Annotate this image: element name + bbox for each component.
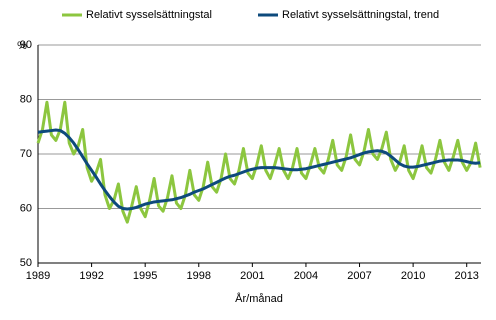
legend-label: Relativt sysselsättningstal <box>86 9 212 21</box>
y-tick-label: 50 <box>20 257 32 269</box>
x-tick-label: 1992 <box>79 270 103 282</box>
x-axis-label: År/månad <box>235 292 283 305</box>
x-tick-label: 1989 <box>26 270 50 282</box>
x-tick-label: 2001 <box>240 270 264 282</box>
x-tick-label: 2007 <box>347 270 371 282</box>
data-line <box>37 128 481 211</box>
x-tick-label: 2013 <box>454 270 478 282</box>
y-tick-label: 80 <box>20 93 32 105</box>
legend-label: Relativt sysselsättningstal, trend <box>282 9 439 21</box>
x-tick-label: 2010 <box>401 270 425 282</box>
y-tick-label: 90 <box>20 39 32 51</box>
y-tick-label: 70 <box>20 148 32 160</box>
x-tick-label: 1995 <box>133 270 157 282</box>
x-tick-label: 1998 <box>187 270 211 282</box>
data-line <box>36 100 482 224</box>
x-tick-label: 2004 <box>294 270 318 282</box>
y-axis-label: % <box>17 40 27 52</box>
y-tick-label: 60 <box>20 202 32 214</box>
